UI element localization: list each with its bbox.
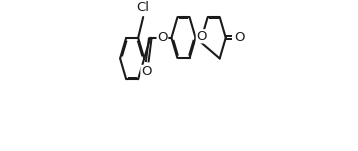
Text: O: O xyxy=(197,30,207,43)
Text: O: O xyxy=(157,31,168,44)
Text: O: O xyxy=(141,65,151,78)
Text: Cl: Cl xyxy=(137,1,150,14)
Text: O: O xyxy=(234,31,245,44)
